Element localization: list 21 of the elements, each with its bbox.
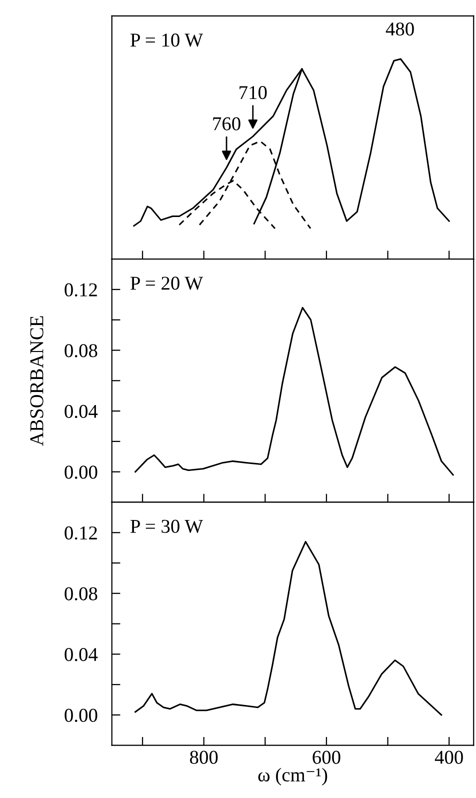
- y-tick-label: 0.04: [64, 648, 98, 662]
- y-tick-label: 0.12: [64, 283, 97, 296]
- annotation: 480: [386, 22, 414, 36]
- annotation: P = 20 W: [130, 276, 203, 290]
- y-axis-title: ABSORBANCE: [30, 316, 44, 446]
- annotation: 710: [240, 86, 267, 100]
- annotation: 760: [213, 117, 240, 130]
- x-tick-label: 400: [434, 750, 463, 764]
- x-tick-label: 800: [190, 750, 218, 764]
- text: P = 10 W: [130, 34, 203, 47]
- y-tick-label: 0.04: [64, 404, 98, 418]
- y-tick-label: 0.12: [64, 526, 97, 540]
- y-tick-label: 0.00: [64, 466, 98, 479]
- line-series: [134, 306, 454, 476]
- y-tick-label: 0.08: [64, 344, 98, 358]
- x-tick-label: 600: [312, 750, 340, 764]
- line-series: [134, 540, 442, 716]
- x-axis-title: ω (cm⁻¹): [258, 768, 328, 786]
- y-tick-label: 0.00: [64, 708, 98, 722]
- y-tick-label: 0.08: [64, 587, 98, 600]
- annotation: P = 30 W: [130, 520, 203, 534]
